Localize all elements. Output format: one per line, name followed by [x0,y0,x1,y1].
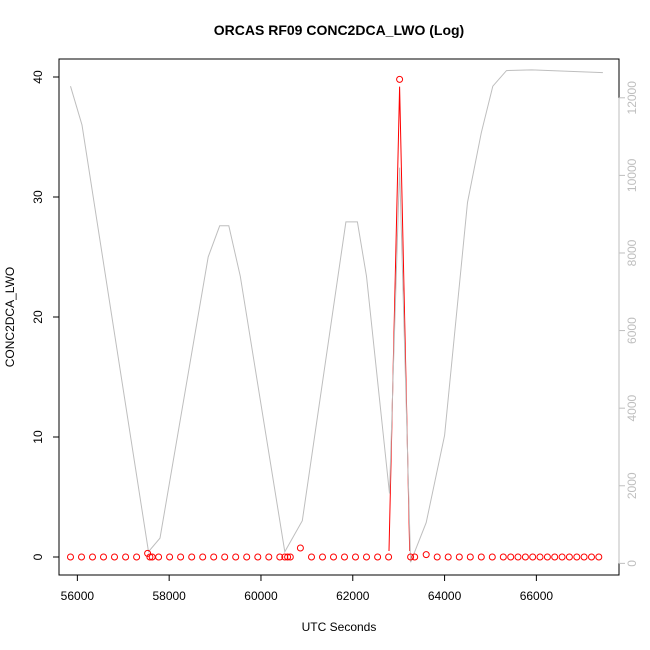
data-point [580,553,588,561]
data-point [543,553,551,561]
data-point [352,553,359,561]
data-point [67,553,74,561]
data-point [499,553,507,561]
x-tick-label: 58000 [152,589,186,603]
data-point [122,553,130,561]
data-point [177,553,185,561]
data-point [488,553,496,561]
data-point [507,553,515,561]
data-point [374,553,382,561]
x-tick-label: 64000 [428,589,462,603]
data-point [144,549,152,557]
data-point [111,553,118,561]
data-point [265,553,273,561]
data-point [565,553,573,561]
data-point [433,553,441,561]
data-point [551,553,559,561]
data-point [411,553,419,561]
y-tick-label: 20 [31,310,45,324]
data-point [455,553,463,561]
data-point [477,553,485,561]
data-point [573,553,581,561]
spike-line [388,86,411,552]
x-tick-label: 60000 [244,589,278,603]
data-point [221,553,229,561]
y2-tick-label: 8000 [625,239,639,266]
x-tick-label: 66000 [520,589,554,603]
data-point [407,553,415,561]
chart-title: ORCAS RF09 CONC2DCA_LWO (Log) [214,22,464,38]
data-point [341,553,348,561]
data-point [330,553,337,561]
y-axis-label: CONC2DCA_LWO [3,267,17,367]
y2-tick-label: 0 [625,560,639,567]
y2-tick-label: 2000 [625,472,639,499]
altitude-line [70,69,603,563]
data-point [254,553,262,561]
data-point [78,553,85,561]
data-point [166,553,174,561]
plot-frame [58,58,620,576]
axes: 56000 58000 60000 62000 64000 660000102030400… [31,70,639,603]
data-point [243,553,251,561]
data-point [466,553,474,561]
y-tick-label: 40 [31,70,45,84]
x-axis-label: UTC Seconds [302,620,377,634]
y2-tick-label: 6000 [625,317,639,344]
data-point [155,553,163,561]
data-point [319,553,326,561]
data-point [146,553,154,561]
x-tick-label: 62000 [336,589,370,603]
x-tick-label: 56000 [61,589,95,603]
data-point [588,553,595,561]
data-point [199,553,207,561]
data-point [422,551,430,559]
data-point [188,553,196,561]
data-point [514,553,522,561]
data-point [100,553,107,561]
data-point [396,75,404,83]
y2-tick-label: 4000 [625,395,639,422]
data-point [595,553,603,561]
data-point [529,553,537,561]
data-point [276,553,284,561]
y-tick-label: 10 [31,430,45,444]
data-point [210,553,218,561]
data-point [363,553,370,561]
y2-tick-label: 12000 [625,81,639,115]
data-point [558,553,566,561]
data-point [444,553,452,561]
y-tick-label: 0 [31,553,45,560]
data-point [284,553,292,561]
y2-tick-label: 10000 [625,158,639,192]
series-layer [67,69,603,563]
data-point [286,553,294,561]
data-point [89,553,96,561]
data-point [232,553,240,561]
data-point [133,553,141,561]
data-point [385,553,393,561]
y-tick-label: 30 [31,190,45,204]
data-point [308,553,315,561]
data-point [536,553,544,561]
data-point [296,544,304,552]
data-point [521,553,529,561]
